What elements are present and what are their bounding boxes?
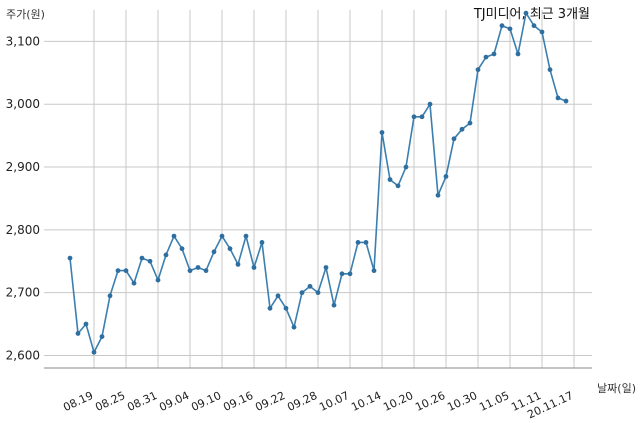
data-point	[187, 268, 193, 274]
x-tick-label: 08.19	[61, 389, 95, 414]
x-tick-label: 09.16	[221, 389, 255, 414]
data-point	[475, 67, 481, 73]
data-point	[131, 280, 137, 286]
data-point	[515, 51, 521, 57]
y-axis-title: 주가(원)	[6, 8, 45, 21]
x-tick-label: 08.31	[125, 389, 159, 414]
data-point	[219, 233, 225, 239]
data-point	[339, 271, 345, 277]
y-tick-label: 3,100	[6, 34, 40, 48]
data-point	[267, 305, 273, 311]
data-point	[539, 29, 545, 35]
data-point	[419, 114, 425, 120]
data-point	[283, 305, 289, 311]
data-point	[523, 10, 529, 16]
data-point	[379, 130, 385, 135]
x-tick-label: 10.30	[445, 389, 479, 414]
data-point	[179, 246, 185, 252]
data-point	[195, 265, 201, 270]
data-point	[355, 239, 361, 245]
y-tick-label: 2,900	[6, 160, 40, 174]
data-point	[387, 177, 393, 182]
data-point	[547, 67, 553, 73]
data-point	[155, 277, 161, 283]
data-point	[275, 293, 281, 299]
y-tick-labels: 2,600 2,700 2,800 2,900 3,000 3,100	[6, 34, 40, 362]
x-tick-label: 11.05	[477, 389, 511, 414]
data-point	[203, 268, 209, 274]
x-tick-label: 09.28	[285, 389, 319, 414]
data-point	[315, 290, 321, 296]
data-point	[123, 268, 129, 274]
x-tick-label: 09.10	[189, 389, 223, 414]
data-point	[323, 265, 329, 270]
data-point	[395, 183, 401, 189]
data-point	[491, 51, 497, 57]
data-point	[75, 331, 81, 336]
data-point	[83, 321, 89, 327]
data-point	[227, 246, 233, 252]
data-point	[467, 120, 473, 126]
data-point	[99, 334, 105, 339]
chart-title: TJ미디어, 최근 3개월	[473, 7, 590, 22]
x-axis-title: 날짜(일)	[597, 381, 636, 395]
x-tick-label: 09.22	[253, 389, 287, 414]
data-points	[67, 10, 569, 355]
data-point	[331, 302, 337, 308]
data-point	[211, 249, 217, 255]
y-tick-label: 2,800	[6, 223, 40, 237]
data-point	[147, 258, 153, 264]
x-tick-labels: 08.1908.2508.3109.0409.1009.1609.2209.28…	[61, 389, 575, 421]
data-point	[459, 126, 465, 132]
x-tick-label: 10.14	[349, 389, 383, 414]
data-point	[251, 265, 257, 270]
data-point	[139, 255, 145, 261]
data-point	[91, 349, 97, 355]
y-tick-label: 2,700	[6, 286, 40, 300]
data-point	[507, 26, 513, 32]
y-tick-label: 3,000	[6, 97, 40, 111]
x-tick-label: 08.25	[93, 389, 127, 414]
data-point	[347, 271, 353, 277]
data-point	[363, 239, 369, 245]
data-point	[107, 293, 113, 299]
data-point	[291, 324, 297, 330]
data-point	[163, 252, 169, 258]
data-point	[371, 268, 377, 274]
data-point	[499, 23, 505, 29]
data-point	[235, 261, 241, 267]
data-point	[243, 233, 249, 239]
data-point	[171, 233, 177, 239]
data-point	[403, 164, 409, 170]
data-point	[67, 255, 73, 261]
data-point	[115, 268, 121, 274]
data-point	[443, 174, 449, 179]
x-tick-label: 09.04	[157, 389, 191, 414]
data-point	[555, 95, 561, 101]
data-point	[307, 283, 313, 289]
x-tick-label: 10.07	[317, 389, 351, 414]
data-point	[299, 290, 305, 296]
data-point	[483, 54, 489, 60]
y-tick-label: 2,600	[6, 348, 40, 362]
data-point	[427, 101, 433, 107]
x-tick-label: 10.26	[413, 389, 447, 414]
data-point	[563, 98, 569, 104]
x-tick-label: 10.20	[381, 389, 415, 414]
data-point	[531, 23, 537, 29]
data-point	[411, 114, 417, 120]
data-point	[451, 136, 457, 142]
data-point	[259, 239, 265, 245]
grid-lines	[44, 10, 592, 368]
data-point	[435, 192, 441, 198]
